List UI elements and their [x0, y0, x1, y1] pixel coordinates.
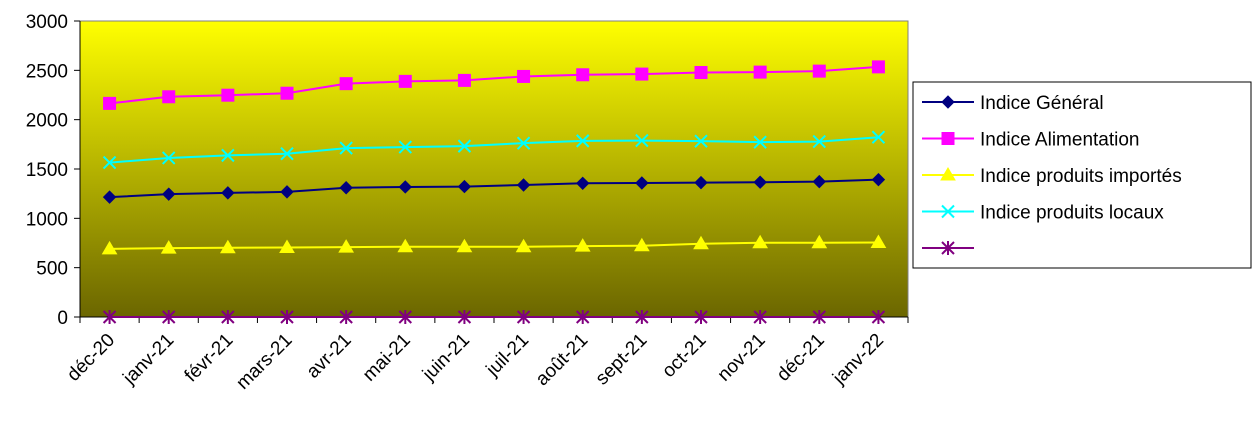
y-tick-label: 2000	[26, 111, 68, 132]
x-tick-label: avr-21	[303, 330, 356, 383]
x-tick-label: sept-21	[592, 330, 652, 390]
x-tick-label: déc-21	[773, 330, 829, 386]
plot-area	[80, 21, 908, 317]
data-point	[458, 74, 470, 86]
x-tick-label: mars-21	[232, 330, 296, 394]
data-point	[104, 97, 116, 109]
data-point	[942, 133, 954, 145]
x-tick-label: oct-21	[658, 330, 710, 382]
data-point	[518, 70, 530, 82]
legend: Indice Général Indice Alimentation Indice …	[913, 82, 1251, 268]
y-tick-label: 0	[57, 308, 68, 329]
x-tick-label: nov-21	[714, 330, 770, 386]
legend-label: Indice Alimentation	[980, 130, 1140, 151]
x-tick-label: janv-22	[828, 330, 888, 390]
y-tick-label: 500	[36, 259, 68, 280]
x-tick-label: juil-21	[482, 330, 533, 381]
y-tick-label: 2500	[26, 61, 68, 82]
data-point	[695, 67, 707, 79]
data-point	[222, 89, 234, 101]
data-point	[281, 87, 293, 99]
legend-label: Indice produits locaux	[980, 203, 1164, 224]
x-tick-label: juin-21	[418, 330, 474, 386]
x-tick-label: févr-21	[181, 330, 238, 387]
x-tick-label: août-21	[532, 330, 592, 390]
data-point	[636, 68, 648, 80]
legend-label: Indice Général	[980, 93, 1104, 114]
y-tick-label: 1000	[26, 209, 68, 230]
data-point	[163, 91, 175, 103]
y-tick-label: 1500	[26, 160, 68, 181]
data-point	[399, 75, 411, 87]
data-point	[754, 66, 766, 78]
legend-label: Indice produits importés	[980, 166, 1182, 187]
x-tick-label: mai-21	[359, 330, 415, 386]
data-point	[577, 69, 589, 81]
data-point	[813, 65, 825, 77]
data-point	[340, 78, 352, 90]
data-point	[872, 61, 884, 73]
y-tick-label: 3000	[26, 12, 68, 33]
x-tick-label: déc-20	[63, 330, 119, 386]
x-tick-label: janv-21	[119, 330, 179, 390]
